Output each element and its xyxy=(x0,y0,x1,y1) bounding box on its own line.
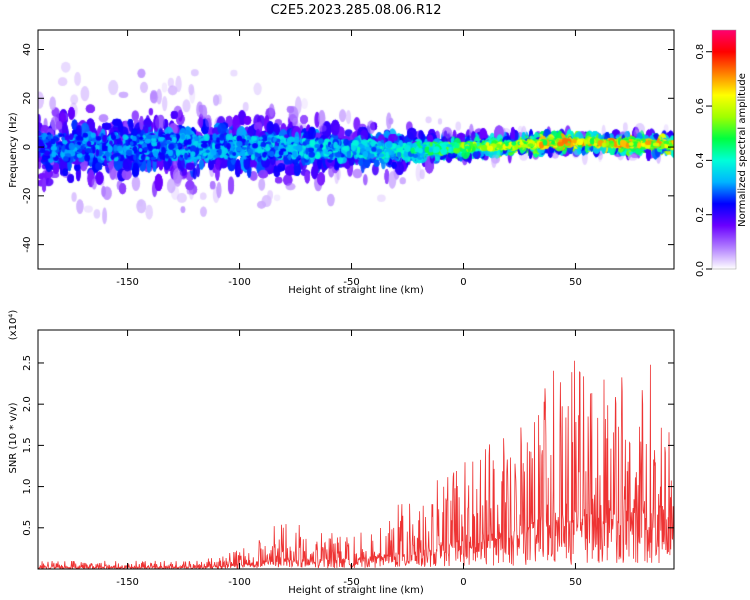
top-x-axis: -150 -100 -50 0 50 xyxy=(116,30,582,288)
top-y-axis: -40 -20 0 20 40 xyxy=(22,43,674,253)
colorbar: 0.0 0.2 0.4 0.6 0.8 Normalized spectral ampl… xyxy=(695,29,748,277)
x-tick-label: -100 xyxy=(228,577,251,588)
x-tick-label: -50 xyxy=(343,577,359,588)
colorbar-label: Normalized spectral amplitude xyxy=(737,73,748,227)
y-tick-label: 20 xyxy=(22,92,33,105)
y-tick-label: 1.0 xyxy=(22,479,33,495)
colorbar-tick-label: 0.4 xyxy=(695,152,706,168)
snr-line xyxy=(38,360,674,569)
x-tick-label: -150 xyxy=(116,277,139,288)
bottom-y-axis-label: SNR (10 * v/v) xyxy=(8,402,19,473)
colorbar-tick-label: 0.6 xyxy=(695,98,706,114)
bottom-x-axis-label: Height of straight line (km) xyxy=(288,585,424,596)
x-tick-label: -150 xyxy=(116,577,139,588)
spectrogram-frame xyxy=(37,29,675,270)
bottom-y-multiplier: (x10⁴) xyxy=(8,310,19,341)
x-tick-label: 0 xyxy=(460,577,466,588)
colorbar-tick-label: 0.8 xyxy=(695,44,706,60)
colorbar-gradient xyxy=(712,30,736,269)
spectrogram-panel: -150 -100 -50 0 50 -40 -20 0 20 40 Height of str… xyxy=(8,29,675,296)
y-tick-label: 2.5 xyxy=(22,355,33,371)
y-tick-label: 0 xyxy=(22,144,33,150)
colorbar-tick-label: 0.2 xyxy=(695,207,706,223)
x-tick-label: 0 xyxy=(460,277,466,288)
top-x-axis-label: Height of straight line (km) xyxy=(288,285,424,296)
x-tick-label: -100 xyxy=(228,277,251,288)
colorbar-tick-label: 0.0 xyxy=(695,261,706,277)
bottom-x-axis: -150 -100 -50 0 50 xyxy=(116,330,582,588)
x-tick-label: 50 xyxy=(569,277,582,288)
x-tick-label: 50 xyxy=(569,577,582,588)
y-tick-label: 0.5 xyxy=(22,520,33,536)
y-tick-label: 40 xyxy=(22,43,33,56)
y-tick-label: 1.5 xyxy=(22,437,33,453)
y-tick-label: -40 xyxy=(22,236,33,252)
top-y-axis-label: Frequency (Hz) xyxy=(8,112,19,188)
snr-series xyxy=(38,360,674,569)
bottom-y-axis: 0.5 1.0 1.5 2.0 2.5 xyxy=(22,355,674,536)
y-tick-label: 2.0 xyxy=(22,396,33,412)
y-tick-label: -20 xyxy=(22,188,33,204)
colorbar-ticks: 0.0 0.2 0.4 0.6 0.8 xyxy=(695,44,712,277)
chart-title: C2E5.2023.285.08.06.R12 xyxy=(270,3,441,18)
snr-frame xyxy=(37,329,675,570)
colorbar-frame xyxy=(711,29,737,270)
spectrogram-image xyxy=(38,30,674,269)
x-tick-label: -50 xyxy=(343,277,359,288)
snr-panel: -150 -100 -50 0 50 0.5 1.0 1.5 2.0 2.5 Height of… xyxy=(8,310,675,596)
